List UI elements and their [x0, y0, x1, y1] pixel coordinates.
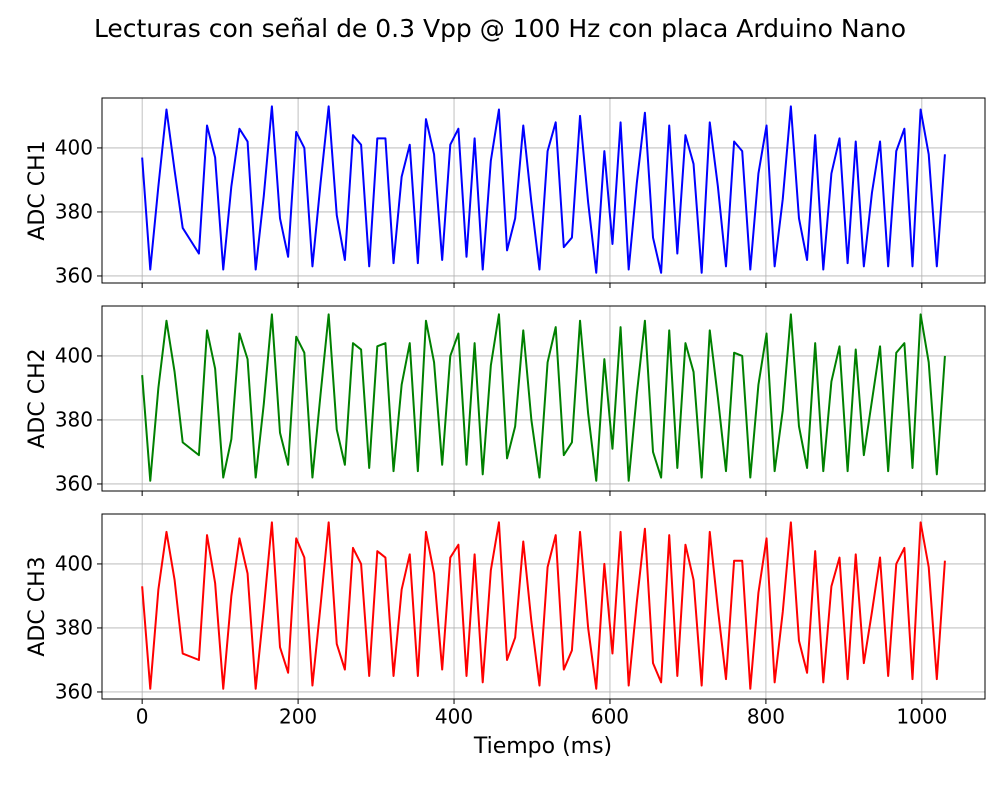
- y-tick-label: 400: [55, 343, 93, 367]
- x-tick-label: 400: [435, 705, 473, 729]
- y-tick-label: 380: [55, 407, 93, 431]
- x-tick-label: 200: [279, 705, 317, 729]
- x-tick-label: 600: [591, 705, 629, 729]
- y-tick-label: 400: [55, 135, 93, 159]
- y-tick-label: 360: [55, 679, 93, 703]
- chart-title: Lecturas con señal de 0.3 Vpp @ 100 Hz c…: [94, 14, 906, 43]
- y-tick-label: 380: [55, 199, 93, 223]
- y-tick-label: 360: [55, 471, 93, 495]
- x-axis-label: Tiempo (ms): [473, 734, 612, 759]
- data-line: [141, 521, 946, 690]
- y-axis-label: ADC CH3: [25, 556, 50, 656]
- plot-frame: [101, 305, 986, 492]
- y-tick-label: 360: [55, 263, 93, 287]
- y-tick-label: 380: [55, 615, 93, 639]
- plot-frame: [101, 97, 986, 284]
- x-tick-label: 0: [136, 705, 149, 729]
- y-axis-label: ADC CH1: [25, 140, 50, 240]
- x-tick-label: 800: [747, 705, 785, 729]
- data-line: [141, 313, 946, 482]
- data-line: [141, 105, 946, 274]
- plot-frame: [101, 513, 986, 700]
- x-tick-label: 1000: [896, 705, 947, 729]
- y-tick-label: 400: [55, 551, 93, 575]
- y-axis-label: ADC CH2: [25, 348, 50, 448]
